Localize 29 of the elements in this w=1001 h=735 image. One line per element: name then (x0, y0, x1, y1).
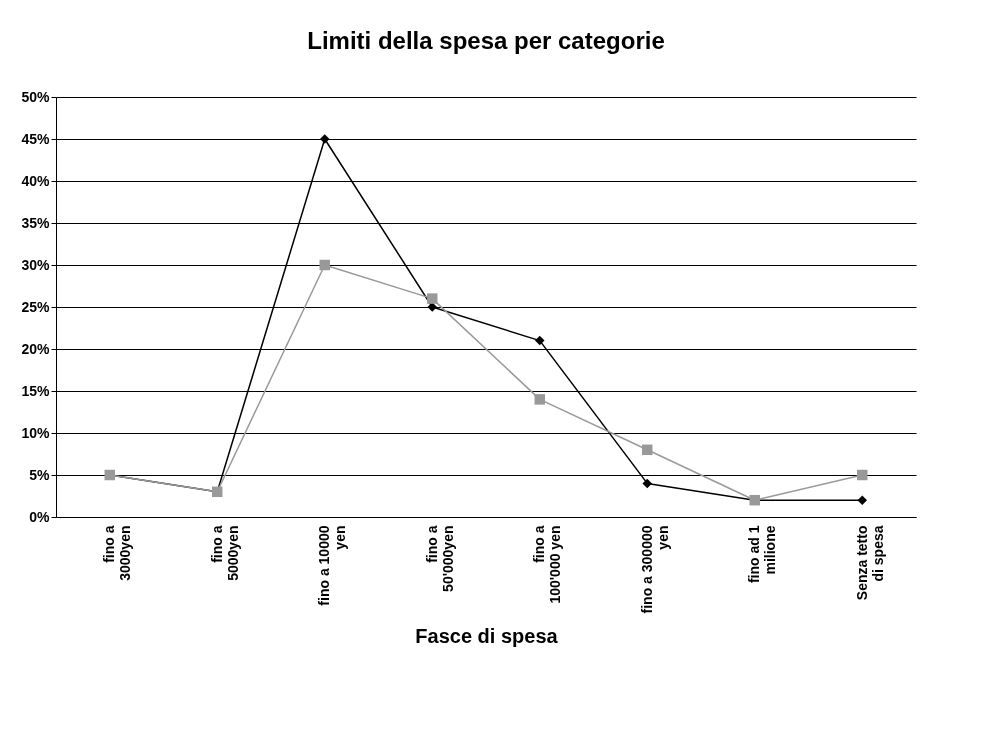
y-tick-label: 35% (21, 214, 51, 231)
point (535, 335, 545, 346)
x-tick-label: fino a 3000yen (101, 525, 134, 581)
y-tick-label: 45% (21, 130, 51, 147)
y-tick-label: 15% (21, 382, 51, 399)
y-tick-label: 10% (21, 424, 51, 441)
point (857, 495, 867, 505)
y-tick-label: 20% (21, 340, 51, 357)
y-tick-label: 5% (29, 466, 51, 483)
x-tick-label: fino a 10000 yen (316, 525, 349, 606)
point (642, 478, 652, 489)
x-axis-title: Fasce di spesa (415, 625, 559, 648)
x-tick-label: fino ad 1 milione (746, 525, 779, 584)
x-tick-label: Senza tetto di spesa (853, 525, 886, 601)
y-tick-label: 0% (29, 508, 51, 525)
y-tick-label: 50% (21, 88, 51, 105)
x-tick-label: fino a 100'000 yen (531, 525, 564, 604)
point (427, 293, 438, 304)
point (857, 469, 868, 481)
x-tick-label: fino a 300000 yen (638, 525, 671, 614)
point (534, 394, 545, 405)
y-tick-label: 30% (21, 256, 51, 273)
x-tick-label: fino a 5000yen (208, 525, 241, 581)
point (642, 444, 653, 456)
chart-title: Limiti della spesa per categorie (307, 27, 665, 54)
y-tick-label: 40% (21, 172, 51, 189)
x-tick-label: fino a 50'000yen (423, 525, 456, 592)
y-tick-label: 25% (21, 298, 51, 315)
point (319, 259, 330, 271)
